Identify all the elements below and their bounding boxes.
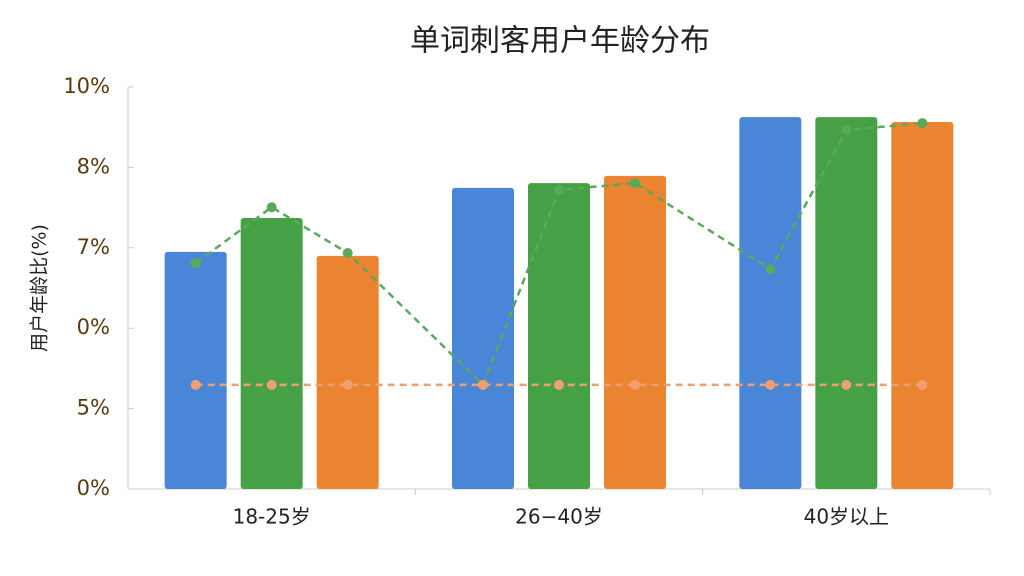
bar (739, 117, 802, 490)
x-tick-label: 18-25岁 (233, 505, 311, 529)
bar (164, 251, 227, 489)
bar (316, 255, 379, 489)
bar (240, 218, 303, 489)
bar (452, 187, 514, 490)
trend-point (917, 379, 928, 390)
y-tick-label: 10% (63, 74, 110, 98)
y-axis-label: 用户年龄比(%) (29, 224, 51, 352)
trend-point (342, 248, 353, 259)
trend-point (765, 379, 776, 390)
y-tick-label: 8% (77, 154, 110, 178)
bar (815, 117, 878, 490)
chart-title: 单词刺客用户年龄分布 (410, 24, 710, 59)
trend-point (266, 379, 277, 390)
trend-point (554, 379, 564, 390)
trend-point (342, 379, 353, 390)
y-tick-label: 0% (77, 315, 110, 339)
trend-point (478, 379, 488, 390)
trend-point (765, 264, 776, 275)
x-tick-label: 40岁以上 (804, 505, 889, 529)
trend-point (554, 184, 564, 195)
bar (528, 183, 590, 489)
trend-point (190, 379, 201, 390)
trend-point (630, 379, 640, 390)
y-tick-label: 5% (77, 396, 110, 420)
bar (604, 175, 666, 490)
y-tick-label: 7% (77, 235, 110, 259)
x-tick-label: 26−40岁 (515, 505, 603, 529)
trend-point (917, 118, 928, 129)
trend-point (190, 258, 201, 269)
trend-point (841, 379, 852, 390)
trend-point (841, 125, 852, 136)
y-tick-label: 0% (77, 476, 110, 500)
trend-point (266, 202, 277, 213)
trend-point (630, 178, 640, 189)
bar (891, 121, 954, 489)
